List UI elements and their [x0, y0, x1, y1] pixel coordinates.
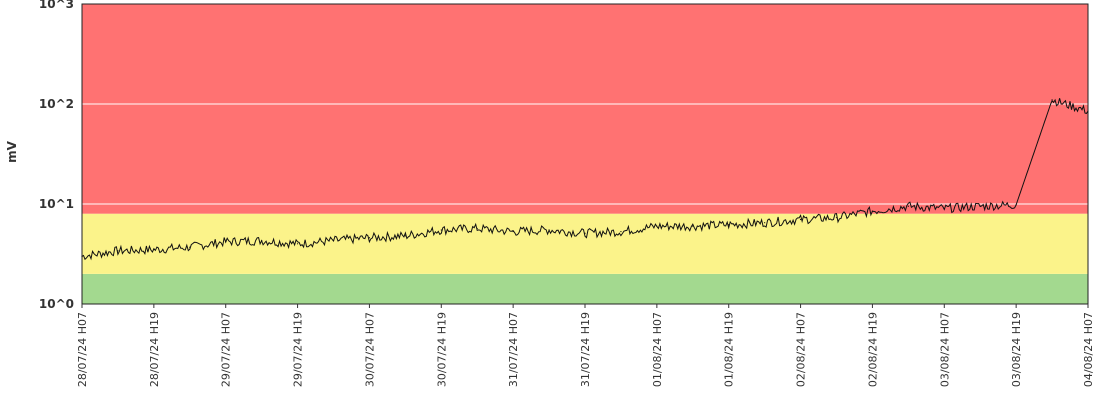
x-tick-label: 30/07/24 H19 [435, 312, 448, 387]
y-axis-ticks: 10^0 10^1 10^2 10^3 [39, 0, 74, 311]
data-point [189, 246, 191, 248]
data-point [368, 237, 371, 239]
gridlines [82, 103, 1088, 205]
data-point [835, 217, 838, 219]
data-point [81, 255, 83, 257]
data-point [548, 229, 550, 231]
data-point [656, 225, 658, 227]
x-tick-label: 29/07/24 H19 [292, 312, 305, 387]
data-point [728, 224, 730, 226]
band-yellow [82, 213, 1088, 274]
data-point [584, 232, 586, 234]
data-point [296, 243, 299, 245]
x-tick-label: 03/08/24 H19 [1010, 312, 1023, 387]
data-point [440, 229, 442, 231]
data-point [225, 241, 227, 243]
data-point [943, 207, 945, 210]
data-point [871, 210, 874, 212]
x-tick-label: 29/07/24 H07 [220, 312, 233, 387]
x-axis-ticks: 28/07/24 H07 28/07/24 H19 29/07/24 H07 29/0… [76, 304, 1095, 387]
x-tick-label: 28/07/24 H19 [148, 312, 161, 387]
x-tick-label: 30/07/24 H07 [363, 312, 376, 387]
data-point [979, 205, 981, 207]
data-point [907, 205, 909, 207]
data-point [332, 240, 335, 242]
series-layer [81, 98, 1089, 261]
y-axis-label: mV [5, 140, 19, 163]
data-point [153, 248, 155, 251]
y-tick-label: 10^1 [39, 197, 74, 211]
band-green [82, 273, 1088, 304]
data-point [117, 250, 119, 252]
data-point [764, 222, 766, 224]
data-point [1087, 110, 1089, 112]
x-tick-label: 02/08/24 H07 [795, 312, 808, 387]
y-tick-label: 10^0 [39, 297, 74, 311]
series-line [81, 98, 1089, 261]
threshold-bands [82, 4, 1088, 304]
x-tick-label: 01/08/24 H07 [651, 312, 664, 387]
band-red [82, 4, 1088, 214]
data-point [692, 225, 694, 227]
data-point [1015, 204, 1017, 206]
x-tick-label: 28/07/24 H07 [76, 312, 89, 387]
y-tick-label: 10^2 [39, 97, 74, 111]
y-tick-label: 10^3 [39, 0, 74, 11]
data-point [404, 235, 406, 237]
data-point [1051, 99, 1053, 101]
x-tick-label: 31/07/24 H19 [579, 312, 592, 387]
data-point [620, 230, 622, 233]
data-point [799, 218, 802, 221]
x-tick-label: 02/08/24 H19 [866, 312, 879, 387]
x-tick-label: 01/08/24 H19 [723, 312, 736, 387]
data-point [476, 227, 478, 230]
x-tick-label: 03/08/24 H07 [938, 312, 951, 387]
data-point [512, 230, 514, 233]
x-tick-label: 04/08/24 H07 [1082, 312, 1095, 387]
data-point [261, 240, 263, 242]
x-tick-label: 31/07/24 H07 [507, 312, 520, 387]
